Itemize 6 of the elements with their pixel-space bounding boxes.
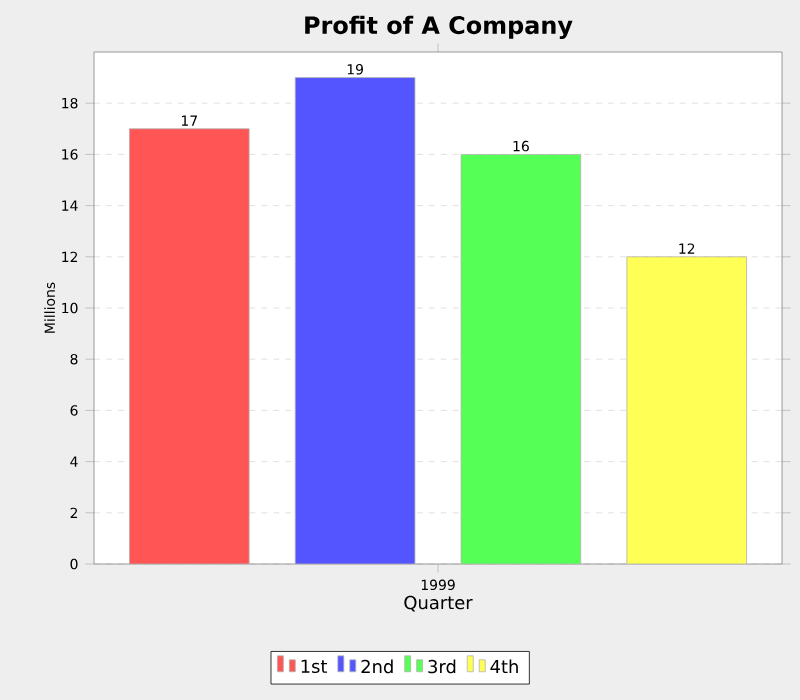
x-axis-title: Quarter [404, 595, 473, 612]
legend-label: 1st [301, 659, 328, 674]
chart-title: Profit of A Company [305, 15, 573, 39]
legend-label: 2nd [361, 659, 393, 674]
legend-label: 3rd [428, 659, 456, 674]
legend-label: 4th [490, 659, 518, 674]
